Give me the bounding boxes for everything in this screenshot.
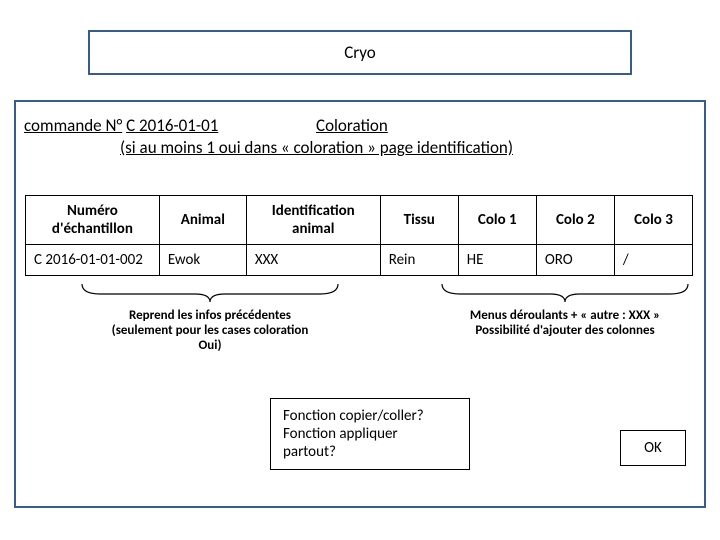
col-colo1: Colo 1	[458, 196, 536, 245]
fn-line2: Fonction appliquer	[283, 425, 457, 443]
cryo-title: Cryo	[344, 42, 376, 63]
col-identification: Identification animal	[246, 196, 380, 245]
header-condition: (si au moins 1 oui dans « coloration » p…	[120, 137, 513, 158]
cell-animal: Ewok	[159, 245, 246, 276]
brace-left-icon	[80, 282, 340, 304]
col-colo3: Colo 3	[614, 196, 692, 245]
col-animal: Animal	[159, 196, 246, 245]
ok-button[interactable]: OK	[620, 430, 686, 466]
cell-colo3[interactable]: /	[614, 245, 692, 276]
brace-right-line1: Menus déroulants + « autre : XXX »	[440, 308, 690, 323]
col-colo2: Colo 2	[536, 196, 614, 245]
cryo-title-box: Cryo	[88, 30, 632, 75]
data-table: Numéro d'échantillon Animal Identificati…	[25, 195, 693, 276]
brace-right-icon	[440, 282, 690, 304]
brace-left-line2: (seulement pour les cases coloration	[80, 323, 340, 338]
fn-line1: Fonction copier/coller?	[283, 407, 457, 425]
table-row: C 2016-01-01-002 Ewok XXX Rein HE ORO /	[26, 245, 693, 276]
brace-left-line3: Oui)	[80, 338, 340, 353]
brace-left-annotation: Reprend les infos précédentes (seulement…	[80, 282, 340, 353]
table-header-row: Numéro d'échantillon Animal Identificati…	[26, 196, 693, 245]
fn-line3: partout?	[283, 443, 457, 461]
coloration-title: Coloration	[316, 115, 388, 136]
ok-label: OK	[644, 439, 662, 457]
cell-numero: C 2016-01-01-002	[26, 245, 160, 276]
brace-right-annotation: Menus déroulants + « autre : XXX » Possi…	[440, 282, 690, 338]
col-numero: Numéro d'échantillon	[26, 196, 160, 245]
cell-identification: XXX	[246, 245, 380, 276]
function-note-box: Fonction copier/coller? Fonction appliqu…	[270, 398, 470, 470]
commande-number: C 2016-01-01	[126, 115, 218, 136]
header-line-1: commande N° C 2016-01-01 Coloration	[24, 115, 388, 136]
brace-left-line1: Reprend les infos précédentes	[80, 308, 340, 323]
cell-colo1[interactable]: HE	[458, 245, 536, 276]
cell-tissu: Rein	[380, 245, 458, 276]
brace-right-line2: Possibilité d'ajouter des colonnes	[440, 323, 690, 338]
col-tissu: Tissu	[380, 196, 458, 245]
commande-prefix: commande N°	[24, 115, 122, 136]
cell-colo2[interactable]: ORO	[536, 245, 614, 276]
